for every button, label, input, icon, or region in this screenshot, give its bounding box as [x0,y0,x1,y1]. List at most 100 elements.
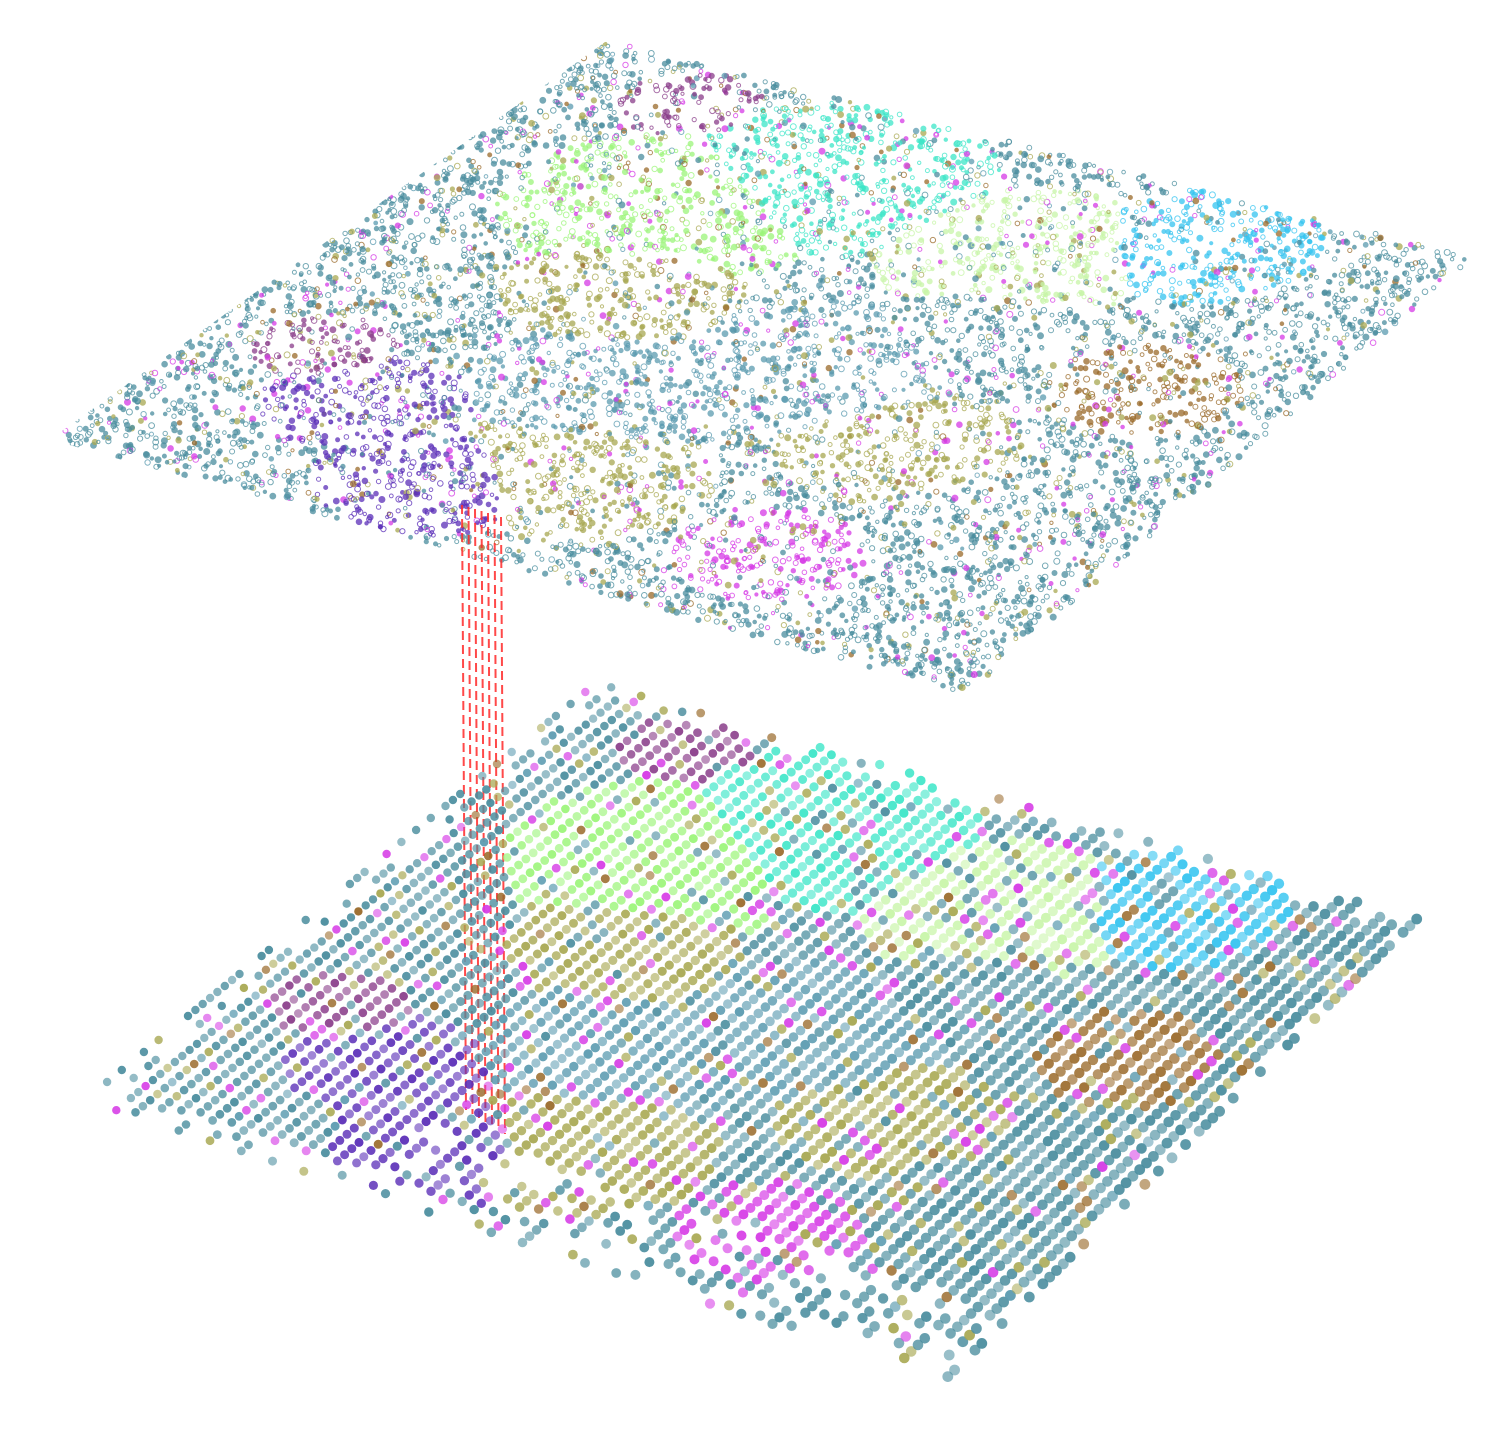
cell-point [895,269,902,275]
cell-point [685,438,691,444]
cell-point [1091,532,1097,538]
cell-point [479,272,486,279]
cell-point [1084,483,1090,489]
cell-point [1108,488,1116,496]
cell-point [1225,384,1233,392]
cell-point [1157,503,1163,509]
cell-point [670,575,677,581]
cell-point [1109,511,1117,519]
cell-point [895,654,901,660]
cell-point [1332,299,1338,306]
cell-point [574,467,581,474]
cell-point [1058,605,1064,611]
cell-point [750,471,756,477]
cell-point [594,431,599,437]
cell-point [345,420,351,426]
cell-point [859,408,865,414]
cell-point [864,586,870,592]
cell-point [718,83,724,88]
cell-point [1283,296,1288,301]
cell-point [1149,414,1157,422]
cell-point [1351,295,1358,302]
cell-point [300,384,307,392]
cell-point [1271,225,1279,232]
cell-point [701,141,708,147]
cell-point [939,174,947,182]
cell-point [915,569,921,575]
cell-point [793,106,800,114]
cell-point [1154,309,1159,314]
cell-point [512,249,519,255]
cell-point [542,199,548,204]
cell-point [574,526,580,532]
cell-point [341,387,349,394]
cell-point [901,182,907,188]
cell-point [1289,320,1296,327]
cell-point [504,227,511,235]
cell-point [622,315,627,320]
cell-point [1162,358,1168,364]
cell-point [192,402,198,408]
cell-point [534,189,540,195]
cell-point [710,536,715,542]
cell-point [535,472,542,480]
cell-point [1298,249,1304,256]
cell-point [1241,258,1247,264]
cell-point [293,405,299,411]
cell-point [603,367,611,374]
cell-point [447,318,455,326]
cell-point [265,444,271,451]
cell-point [1037,311,1042,316]
cell-point [844,160,850,166]
cell-point [372,434,378,440]
cell-point [498,115,504,120]
cell-point [868,647,874,653]
cell-point [1137,335,1143,341]
cell-point [430,407,438,414]
cell-point [685,554,691,560]
cell-point [960,546,965,551]
cell-point [835,528,841,535]
cell-point [323,393,329,399]
cell-point [334,514,340,521]
cell-point [364,521,369,526]
cell-point [1216,456,1223,464]
cell-point [986,439,992,446]
cell-point [567,284,573,290]
cell-point [1200,270,1207,277]
cell-point [720,320,725,325]
cell-point [973,308,979,314]
cell-point [566,580,572,586]
cell-point [436,463,441,468]
cell-point [826,292,832,299]
cell-point [820,256,825,262]
cell-point [994,476,1000,482]
cell-point [580,54,588,62]
cell-point [497,322,502,328]
cell-point [1332,335,1339,342]
cell-point [652,103,659,110]
cell-point [1220,465,1226,472]
cell-point [1332,272,1338,278]
cell-point [1080,440,1087,448]
cell-point [698,345,706,352]
cell-point [1006,503,1013,510]
cell-point [807,264,813,270]
cell-point [843,438,849,444]
cell-point [529,366,536,373]
cell-point [829,371,835,377]
cell-point [903,431,908,437]
cell-point [1105,174,1111,180]
cell-point [842,392,849,400]
cell-point [1169,221,1176,228]
cell-point [603,330,611,338]
cell-point [1040,259,1046,266]
cell-point [733,384,740,390]
cell-point [793,362,798,367]
cell-point [859,559,867,567]
cell-point [268,317,275,324]
cell-point [789,465,794,470]
cell-point [1171,196,1178,203]
cell-point [1097,428,1105,435]
cell-point [554,285,561,293]
